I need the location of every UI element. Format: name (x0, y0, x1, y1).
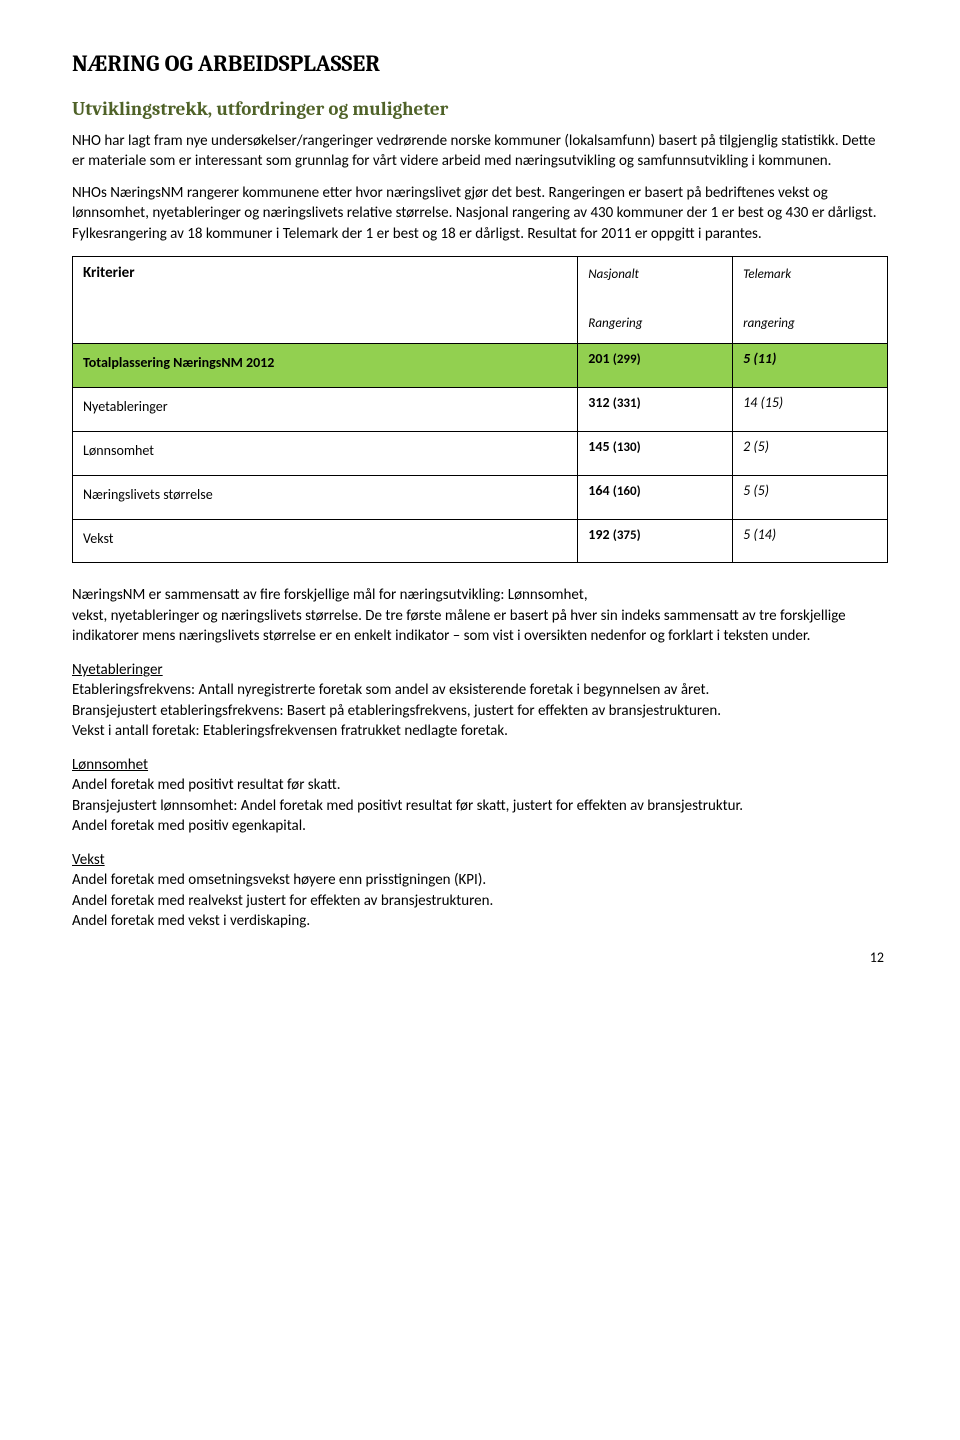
row-telemark: 14 (15) (733, 387, 888, 431)
col-kriterier: Kriterier (73, 256, 578, 343)
section-line: Bransjejustert lønnsomhet: Andel foretak… (72, 797, 743, 815)
section-line: Andel foretak med realvekst justert for … (72, 892, 493, 910)
row-national: 312 (331) (578, 387, 733, 431)
section-line: Andel foretak med positivt resultat før … (72, 776, 341, 794)
section-line: Etableringsfrekvens: Antall nyregistrert… (72, 681, 709, 699)
section-heading: Lønnsomhet (72, 756, 148, 774)
section-line: Andel foretak med positiv egenkapital. (72, 817, 306, 835)
table-row: Nyetableringer 312 (331) 14 (15) (73, 387, 888, 431)
section-line: Bransjejustert etableringsfrekvens: Base… (72, 702, 721, 720)
section-vekst: Vekst Andel foretak med omsetningsvekst … (72, 850, 888, 931)
intro-paragraph-1: NHO har lagt fram nye undersøkelser/rang… (72, 131, 888, 172)
table-header-row: Kriterier Nasjonalt Rangering Telemark r… (73, 256, 888, 343)
row-label: Lønnsomhet (73, 431, 578, 475)
row-label: Vekst (73, 519, 578, 563)
table-row: Lønnsomhet 145 (130) 2 (5) (73, 431, 888, 475)
section-lonnsomhet: Lønnsomhet Andel foretak med positivt re… (72, 755, 888, 836)
intro-paragraph-2: NHOs NæringsNM rangerer kommunene etter … (72, 183, 888, 244)
summary-line2: vekst, nyetableringer og næringslivets s… (72, 607, 846, 645)
table-row: Vekst 192 (375) 5 (14) (73, 519, 888, 563)
col-nasjonalt: Nasjonalt Rangering (578, 256, 733, 343)
row-national: 145 (130) (578, 431, 733, 475)
header-nasjonalt: Nasjonalt (588, 267, 639, 282)
col-telemark: Telemark rangering (733, 256, 888, 343)
page-title: NÆRING OG ARBEIDSPLASSER (72, 48, 888, 79)
row-telemark: 2 (5) (733, 431, 888, 475)
row-label: Næringslivets størrelse (73, 475, 578, 519)
header-rangering: Rangering (588, 316, 642, 331)
page-number: 12 (72, 949, 888, 968)
table-row: Totalplassering NæringsNM 2012 201 (299)… (73, 344, 888, 388)
table-row: Næringslivets størrelse 164 (160) 5 (5) (73, 475, 888, 519)
intro-block: NHO har lagt fram nye undersøkelser/rang… (72, 131, 888, 244)
row-label: Totalplassering NæringsNM 2012 (73, 344, 578, 388)
header-telemark: Telemark (743, 267, 791, 282)
summary-line1: NæringsNM er sammensatt av fire forskjel… (72, 586, 588, 604)
section-heading: Nyetableringer (72, 661, 163, 679)
section-line: Andel foretak med vekst i verdiskaping. (72, 912, 310, 930)
row-national: 164 (160) (578, 475, 733, 519)
section-heading: Vekst (72, 851, 105, 869)
row-telemark: 5 (14) (733, 519, 888, 563)
row-telemark: 5 (5) (733, 475, 888, 519)
row-national: 192 (375) (578, 519, 733, 563)
row-national: 201 (299) (578, 344, 733, 388)
section-nyetableringer: Nyetableringer Etableringsfrekvens: Anta… (72, 660, 888, 741)
section-line: Andel foretak med omsetningsvekst høyere… (72, 871, 486, 889)
row-label: Nyetableringer (73, 387, 578, 431)
header-rangering2: rangering (743, 316, 795, 331)
summary-paragraph: NæringsNM er sammensatt av fire forskjel… (72, 585, 888, 646)
page-subtitle: Utviklingstrekk, utfordringer og mulighe… (72, 97, 888, 123)
row-telemark: 5 (11) (733, 344, 888, 388)
table-body: Totalplassering NæringsNM 2012 201 (299)… (73, 344, 888, 563)
rankings-table: Kriterier Nasjonalt Rangering Telemark r… (72, 256, 888, 564)
section-line: Vekst i antall foretak: Etableringsfrekv… (72, 722, 508, 740)
